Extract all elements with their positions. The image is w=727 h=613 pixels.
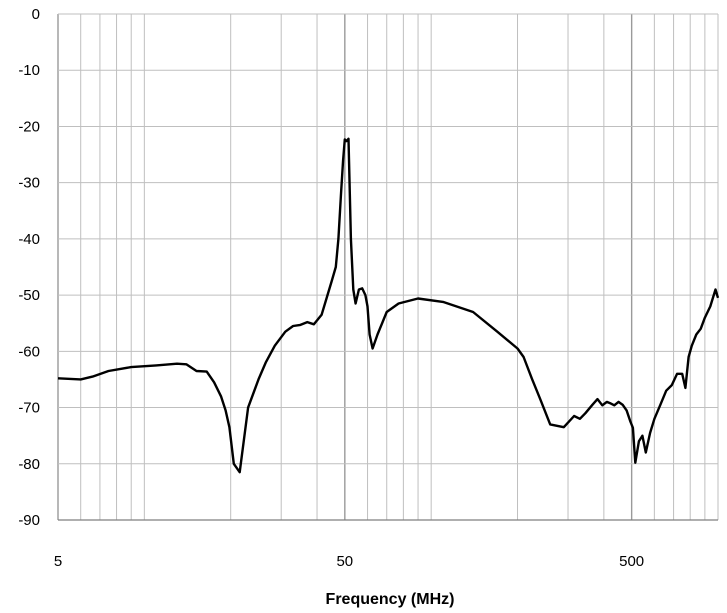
y-tick-label: -20 — [18, 118, 40, 135]
horizontal-gridlines — [58, 13, 718, 465]
y-axis-tick-labels: 0 -10 -20 -30 -40 -50 -60 -70 -80 -90 — [18, 6, 40, 529]
y-tick-label: -30 — [18, 175, 40, 192]
x-axis-tick-labels: 5 50 500 — [54, 553, 644, 570]
vertical-gridlines — [57, 14, 719, 520]
y-tick-label: 0 — [32, 6, 40, 23]
y-tick-label: -60 — [18, 343, 40, 360]
y-tick-label: -70 — [18, 400, 40, 417]
y-tick-label: -40 — [18, 231, 40, 248]
y-tick-label: -50 — [18, 287, 40, 304]
y-tick-label: -10 — [18, 62, 40, 79]
y-tick-label: -90 — [18, 512, 40, 529]
x-tick-label: 500 — [619, 553, 644, 570]
x-tick-label: 50 — [336, 553, 353, 570]
x-axis-label: Frequency (MHz) — [326, 591, 455, 608]
y-tick-label: -80 — [18, 456, 40, 473]
x-tick-label: 5 — [54, 553, 62, 570]
series-line — [57, 137, 720, 474]
